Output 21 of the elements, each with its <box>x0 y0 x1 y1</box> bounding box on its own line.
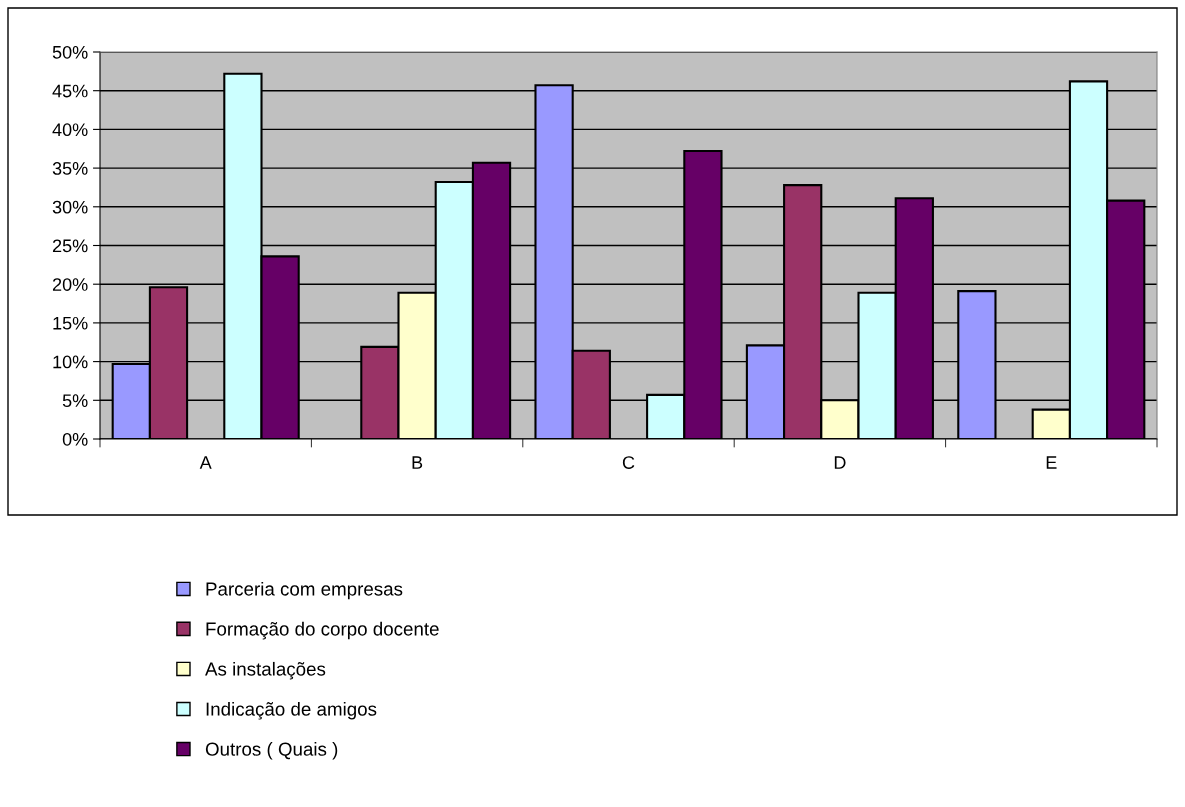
legend-label: Outros ( Quais ) <box>205 742 338 760</box>
y-tick-label: 30% <box>52 200 88 214</box>
y-tick-label: 20% <box>52 278 88 291</box>
y-tick-label: 25% <box>52 239 88 253</box>
y-tick-label: 15% <box>53 316 88 330</box>
legend-label: Formação do corpo docente <box>206 621 439 640</box>
legend-label: Indicação de amigos <box>206 701 377 720</box>
legend-label: Parceria com empresas <box>206 581 403 600</box>
y-tick-label: 35% <box>52 162 88 175</box>
y-tick-label: 5% <box>62 394 88 408</box>
y-tick-label: 0% <box>62 432 88 446</box>
y-tick-label: 40% <box>52 123 88 137</box>
y-tick-label: 45% <box>52 84 88 98</box>
y-tick-label: 10% <box>53 355 88 369</box>
legend-label: As instalações <box>205 661 326 680</box>
x-tick-label: E <box>1046 456 1057 469</box>
y-tick-label: 50% <box>52 45 88 59</box>
x-tick-label: D <box>834 456 846 469</box>
x-tick-label: C <box>622 456 635 469</box>
x-tick-label: A <box>199 456 212 469</box>
x-tick-label: B <box>412 456 423 469</box>
